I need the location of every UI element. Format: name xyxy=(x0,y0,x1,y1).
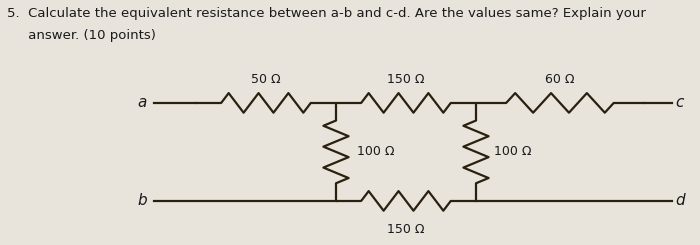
Text: 150 Ω: 150 Ω xyxy=(387,73,425,86)
Text: b: b xyxy=(137,193,147,208)
Text: 5.  Calculate the equivalent resistance between a-b and c-d. Are the values same: 5. Calculate the equivalent resistance b… xyxy=(7,7,646,20)
Text: 100 Ω: 100 Ω xyxy=(357,145,395,159)
Text: c: c xyxy=(676,95,684,110)
Text: 100 Ω: 100 Ω xyxy=(494,145,531,159)
Text: answer. (10 points): answer. (10 points) xyxy=(7,29,156,42)
Text: 150 Ω: 150 Ω xyxy=(387,223,425,236)
Text: d: d xyxy=(676,193,685,208)
Text: 60 Ω: 60 Ω xyxy=(545,73,575,86)
Text: a: a xyxy=(138,95,147,110)
Text: 50 Ω: 50 Ω xyxy=(251,73,281,86)
